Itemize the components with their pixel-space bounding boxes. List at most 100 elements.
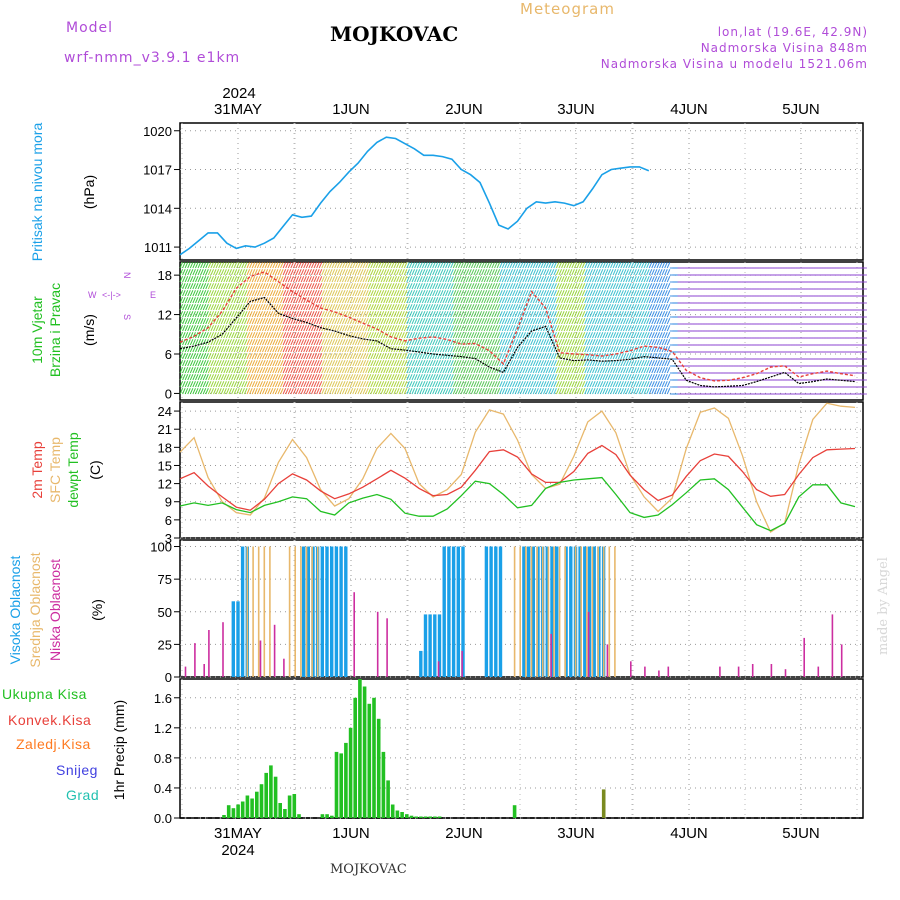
cloud-bar-low [273,624,276,677]
ytick-label-clouds: 100 [150,540,172,555]
cloud-bar-high [325,546,329,677]
date-label-top: 2JUN [445,101,483,118]
cloud-bar-high [442,546,446,677]
cloud-bar-high [240,546,245,677]
cloud-bar-low [376,611,379,677]
pressure-axis-label: Pritisak na nivou mora [29,123,45,262]
precip-bar [236,804,240,818]
ytick-label-temperature: 15 [158,458,172,473]
cloud-bar-high [231,601,235,677]
cloud-bar-low [194,643,196,677]
panel-frame-clouds [179,539,864,678]
precip-bar [226,805,231,818]
cloud-bar-high [311,546,315,677]
cloud-bar-low [208,630,210,677]
station-title: MOJKOVAC [330,22,459,46]
precip-bar [405,814,409,818]
date-label-top: 1JUN [332,101,370,118]
precip-bar [376,718,381,818]
precip-bar [231,808,236,818]
date-label-bottom: 31MAY [214,825,262,842]
cloud-bar-high [428,614,432,677]
wind-axis-label-2: Brzina i Pravac [47,283,63,377]
cloud-bar-high [451,546,456,677]
cloud-bar-low [259,640,262,677]
cloud-bar-low [437,661,440,677]
precip-bar [437,816,442,818]
panel-pressure: 1011 1014 1017 1020 [143,122,864,261]
ytick-label-temperature: 21 [158,422,172,437]
cloud-bar-high [536,546,540,677]
date-label-bottom: 4JUN [670,825,708,842]
precip-bar [222,815,226,818]
cloud-bar-mid [564,546,566,677]
cloud-bar-high [489,546,493,677]
cloud-bar-low [831,614,834,677]
panel-frame-temperature [179,401,864,539]
cloud-bar-mid [252,546,254,677]
cloud-bar-mid [536,546,538,677]
cloud-bar-low [283,658,285,677]
precip-bar [297,814,301,818]
panel-frame-pressure [179,122,864,261]
date-label-bottom: 3JUN [557,825,595,842]
cloud-bar-high [330,546,334,677]
cloud-label-high: Visoka Oblacnost [7,556,23,665]
cloud-bar-high [433,614,437,677]
cloud-bar-low [658,670,660,677]
cloud-bar-high [498,546,503,677]
temp-unit-label: (C) [87,460,103,479]
date-label-top: 4JUN [670,101,708,118]
precip-legend-2: Zaledj.Kisa [16,736,91,752]
cloud-bar-high [344,546,348,677]
compass-e: E [150,290,156,300]
wind-gust-line [179,271,856,382]
precip-unit-label: 1hr Precip (mm) [111,700,127,800]
cloud-bar-mid [586,546,588,677]
precip-bar [278,803,282,818]
date-label-bottom: 1JUN [332,825,370,842]
cloud-bar-high [564,546,568,677]
ytick-label-precip: 1.6 [154,691,172,706]
cloud-bar-high [550,546,554,677]
cloud-bar-mid [591,546,594,677]
precip-legend-0: Ukupna Kisa [2,686,87,702]
cloud-bar-low [550,633,552,677]
precip-bar [409,815,414,818]
ytick-label-precip: 0.8 [154,751,172,766]
date-label-top: 5JUN [782,101,820,118]
cloud-bar-low [840,644,843,677]
cloud-bar-mid [316,546,319,677]
cloud-bar-high [587,546,592,677]
date-label-top: 3JUN [557,101,595,118]
temp-label-dewpt: dewpt Temp [65,432,81,507]
panel-temperature: 3 6 9 12 15 18 21 24 [158,401,864,546]
precip-bar [250,798,254,818]
cloud-bar-mid [608,546,611,677]
ytick-label-precip: 0.0 [154,811,172,826]
cloud-bar-low [630,661,632,677]
ytick-label-clouds: 50 [158,605,172,620]
ytick-label-pressure: 1011 [144,240,172,255]
cloud-bar-mid [547,546,550,677]
cloud-bar-low [737,666,740,677]
model-elevation-text: Nadmorska Visina u modelu 1521.06m [600,57,868,71]
precip-bar [381,751,386,818]
precip-bar [414,816,418,818]
cloud-bar-mid [614,546,616,677]
ytick-label-wind: 0 [165,386,172,401]
precip-bar [400,812,404,818]
cloud-bar-high [447,546,451,677]
ytick-label-pressure: 1017 [143,163,172,178]
ytick-label-precip: 0.4 [154,781,172,796]
cloud-label-low: Niska Oblacnost [47,559,63,661]
cloud-bar-mid [305,546,308,677]
model-name: wrf-nmm_v3.9.1 e1km [64,50,241,66]
precip-bar [320,814,325,818]
cloud-bar-low [719,666,721,677]
year-label-top: 2024 [222,85,255,102]
date-label-bottom: 2JUN [445,825,483,842]
precip-bar [395,810,400,818]
ytick-label-clouds: 25 [158,637,172,652]
